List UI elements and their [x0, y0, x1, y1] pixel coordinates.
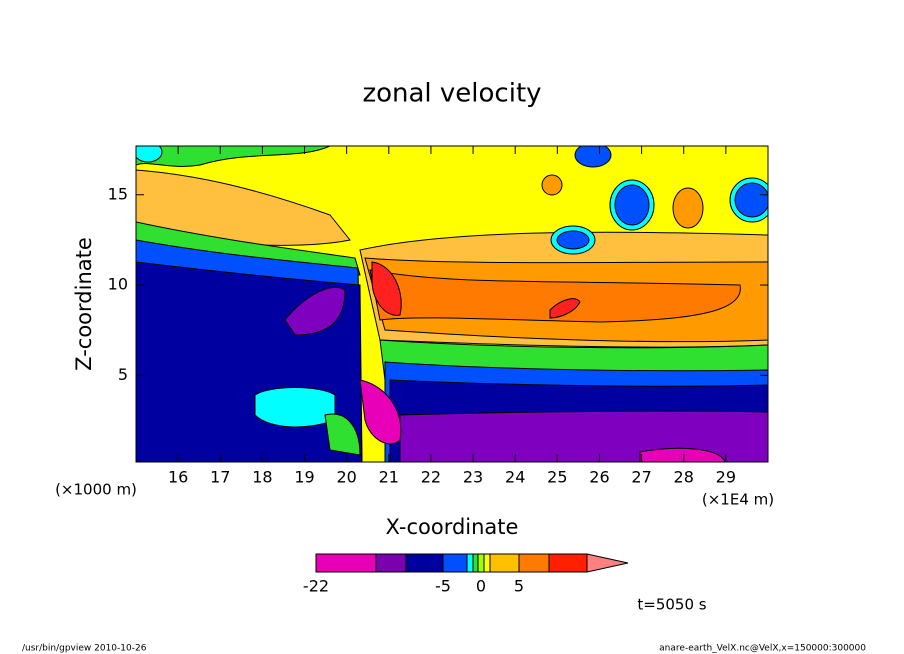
- x-tick-label: 17: [210, 468, 230, 487]
- footer-right: anare-earth_VelX.nc@VelX,x=150000:300000: [659, 644, 866, 654]
- chart-title: zonal velocity: [362, 79, 541, 109]
- y-tick-label: 10: [108, 275, 128, 294]
- x-tick-label: 21: [379, 468, 399, 487]
- y-tick-label: 5: [118, 365, 128, 384]
- x-axis-title: X-coordinate: [386, 515, 519, 539]
- y-unit-label: (×1000 m): [55, 481, 137, 499]
- x-tick-label: 18: [252, 468, 272, 487]
- x-tick-label: 28: [674, 468, 694, 487]
- colorbar-tick-label: -5: [435, 577, 451, 596]
- colorbar-tick-label: 5: [514, 577, 524, 596]
- x-tick-label: 19: [294, 468, 314, 487]
- y-axis-title: Z-coordinate: [72, 237, 96, 371]
- x-tick-label: 16: [168, 468, 188, 487]
- colorbar: [315, 553, 629, 573]
- x-tick-label: 25: [547, 468, 567, 487]
- x-tick-label: 26: [589, 468, 609, 487]
- x-tick-label: 27: [631, 468, 651, 487]
- x-tick-label: 22: [421, 468, 441, 487]
- plot-frame: [135, 145, 769, 463]
- time-label: t=5050 s: [637, 596, 706, 614]
- x-tick-label: 24: [505, 468, 525, 487]
- colorbar-tick-label: 0: [476, 577, 486, 596]
- y-tick-label: 15: [108, 184, 128, 203]
- colorbar-tick-label: -22: [303, 577, 329, 596]
- footer-left: /usr/bin/gpview 2010-10-26: [22, 644, 147, 654]
- x-unit-label: (×1E4 m): [702, 491, 774, 509]
- x-tick-label: 23: [463, 468, 483, 487]
- contour-fill: [136, 146, 768, 462]
- x-tick-label: 29: [716, 468, 736, 487]
- x-tick-label: 20: [336, 468, 356, 487]
